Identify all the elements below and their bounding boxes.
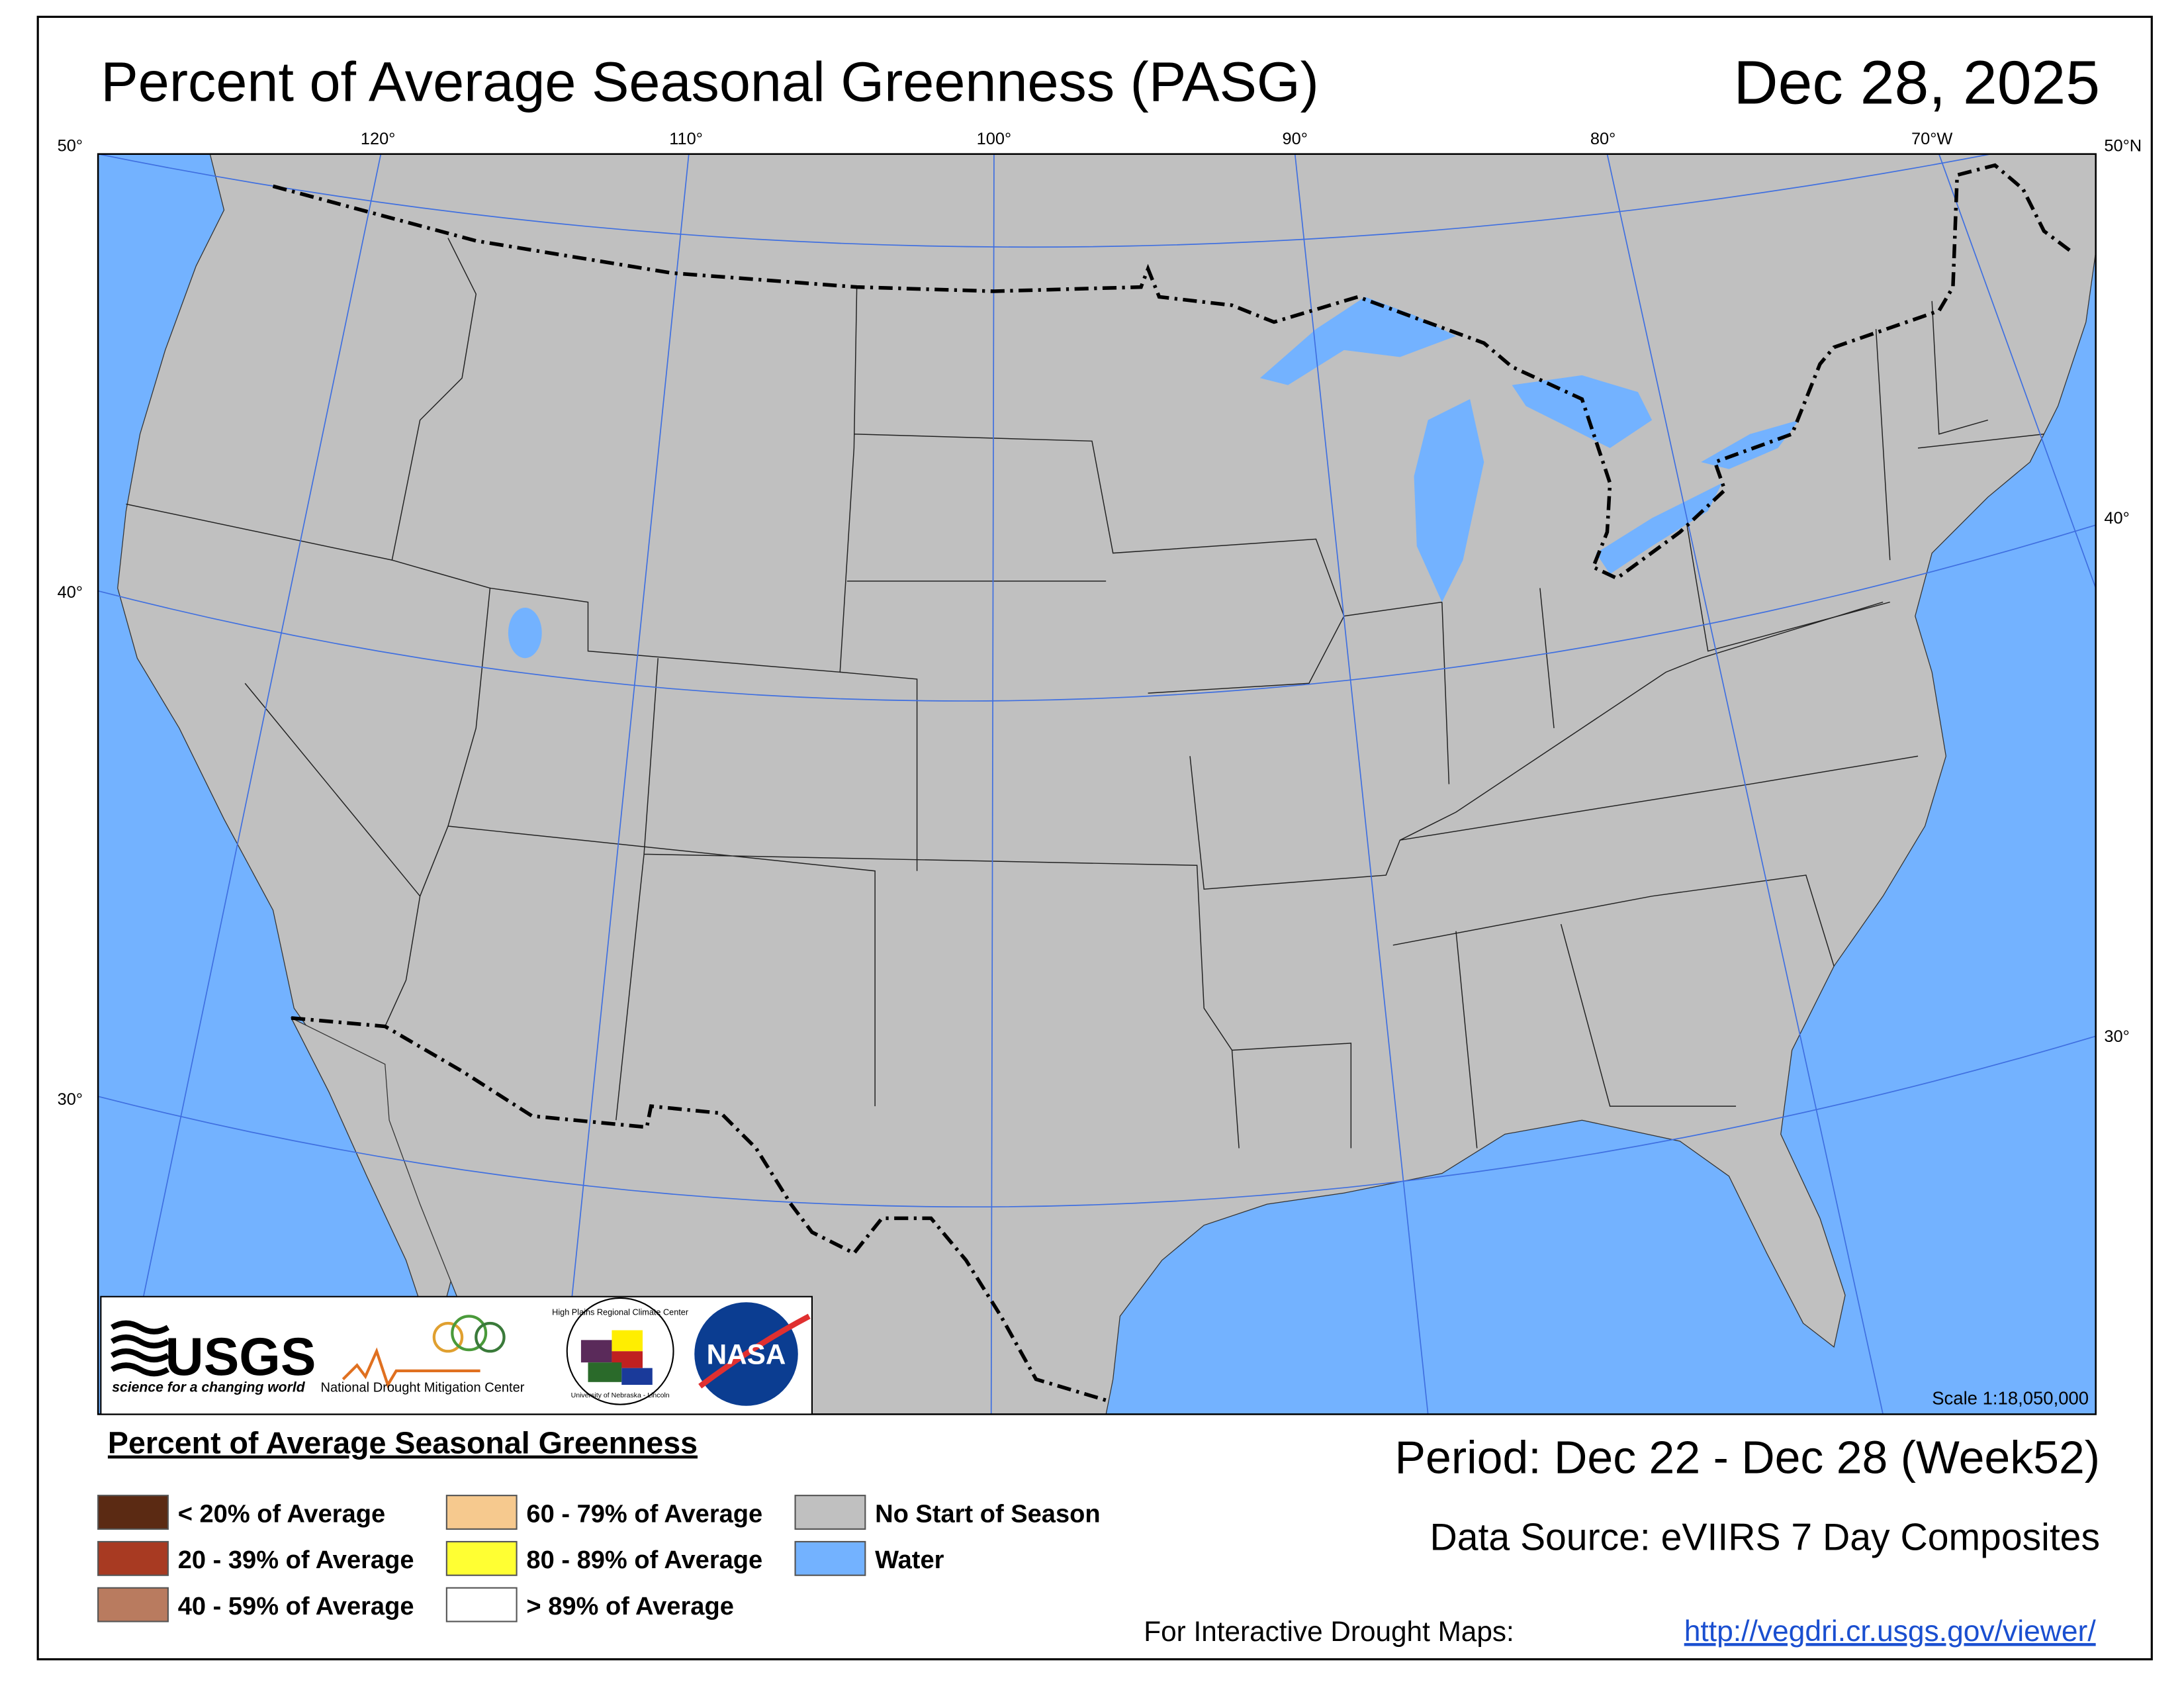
state-lines <box>126 238 2044 1149</box>
legend-swatch <box>794 1540 866 1576</box>
legend-swatch <box>97 1495 169 1530</box>
legend-label: 40 - 59% of Average <box>178 1593 414 1620</box>
nasa-logo: NASA <box>694 1302 811 1406</box>
legend-swatch <box>97 1540 169 1576</box>
latitude-label: 50°N <box>2104 136 2142 155</box>
ndmc-logo: National Drought Mitigation Center <box>320 1315 525 1395</box>
legend-label: No Start of Season <box>875 1500 1101 1528</box>
usgs-tagline: science for a changing world <box>112 1380 305 1395</box>
legend-label: 80 - 89% of Average <box>526 1546 762 1574</box>
longitude-label: 100° <box>977 130 1011 148</box>
legend-swatch <box>97 1587 169 1622</box>
hprcc-text: High Plains Regional Climate Center <box>552 1307 689 1317</box>
graticule-labels: 120° 110° 100° 90° 80° 70°W 50° 40° 30° 50°N 40° 30… <box>58 130 2142 1109</box>
us-mexico-border <box>291 1016 1107 1402</box>
latitude-label: 50° <box>58 136 83 155</box>
legend-label: > 89% of Average <box>526 1593 733 1620</box>
date: Dec 28, 2025 <box>1733 48 2100 117</box>
us-canada-border <box>272 163 2073 581</box>
nasa-wordmark: NASA <box>707 1338 786 1370</box>
viewer-link[interactable]: http://vegdri.cr.usgs.gov/viewer/ <box>1684 1615 2097 1648</box>
graticule <box>98 154 2096 1415</box>
longitude-label: 80° <box>1590 130 1615 148</box>
legend-label: Water <box>875 1546 944 1574</box>
longitude-label: 90° <box>1283 130 1308 148</box>
map-frame <box>97 153 2097 1415</box>
footer-prompt: For Interactive Drought Maps: <box>1144 1616 1514 1647</box>
scale: Scale 1:18,050,000 <box>1932 1388 2089 1409</box>
legend-swatch <box>445 1495 518 1530</box>
legend-label: 60 - 79% of Average <box>526 1500 762 1528</box>
latitude-label: 30° <box>2104 1027 2129 1046</box>
usgs-logo: USGS science for a changing world <box>111 1320 316 1395</box>
great-lakes <box>508 297 1974 1405</box>
hprcc-logo: High Plains Regional Climate Center Univ… <box>552 1297 689 1405</box>
legend: < 20% of Average 20 - 39% of Average 40 - … <box>97 1495 1101 1622</box>
longitude-label: 120° <box>361 130 396 148</box>
data-source: Data Source: eVIIRS 7 Day Composites <box>1430 1517 2100 1559</box>
latitude-label: 40° <box>2104 509 2129 528</box>
title: Percent of Average Seasonal Greenness (P… <box>101 50 1319 113</box>
legend-label: < 20% of Average <box>178 1500 385 1528</box>
legend-title: Percent of Average Seasonal Greenness <box>108 1426 698 1460</box>
latitude-label: 30° <box>58 1090 83 1109</box>
longitude-label: 70°W <box>1911 130 1952 148</box>
map: 120° 110° 100° 90° 80° 70°W 50° 40° 30° 50°N 40° 30… <box>58 130 2142 1415</box>
legend-swatch <box>445 1587 518 1622</box>
longitude-label: 110° <box>669 130 703 148</box>
legend-label: 20 - 39% of Average <box>178 1546 414 1574</box>
hprcc-sub: University of Nebraska - Lincoln <box>571 1391 670 1399</box>
legend-swatch <box>794 1495 866 1530</box>
period: Period: Dec 22 - Dec 28 (Week52) <box>1394 1431 2100 1483</box>
land <box>117 154 2096 1415</box>
legend-swatch <box>445 1540 518 1576</box>
ndmc-text: National Drought Mitigation Center <box>320 1381 524 1395</box>
logos: USGS science for a changing world Nation… <box>100 1295 813 1415</box>
latitude-label: 40° <box>58 583 83 602</box>
logo-box <box>100 1295 813 1415</box>
usgs-wordmark: USGS <box>165 1327 316 1387</box>
